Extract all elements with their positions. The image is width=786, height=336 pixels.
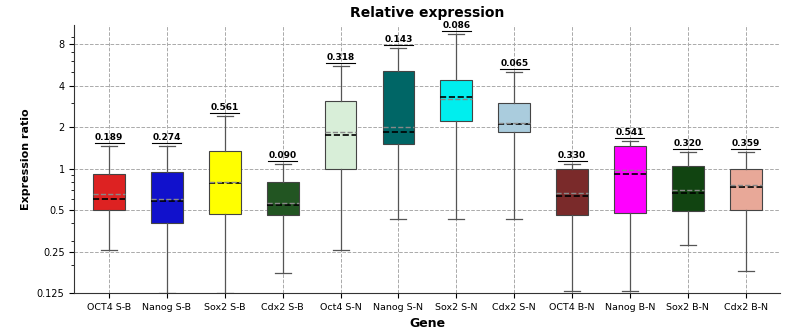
Text: 0.274: 0.274 <box>152 133 181 142</box>
X-axis label: Gene: Gene <box>410 318 446 330</box>
Text: 0.541: 0.541 <box>615 128 645 137</box>
Title: Relative expression: Relative expression <box>351 6 505 19</box>
PathPatch shape <box>93 174 125 210</box>
Text: 0.359: 0.359 <box>732 139 760 148</box>
PathPatch shape <box>266 182 299 215</box>
Text: 0.143: 0.143 <box>384 35 413 44</box>
PathPatch shape <box>556 169 588 215</box>
PathPatch shape <box>383 71 414 144</box>
PathPatch shape <box>498 103 530 132</box>
Text: 0.189: 0.189 <box>95 133 123 142</box>
Text: 0.318: 0.318 <box>326 53 354 62</box>
Text: 0.090: 0.090 <box>269 151 297 160</box>
Text: 0.330: 0.330 <box>558 151 586 160</box>
PathPatch shape <box>440 80 472 121</box>
PathPatch shape <box>209 151 241 214</box>
PathPatch shape <box>325 101 357 169</box>
PathPatch shape <box>614 146 646 213</box>
Y-axis label: Expression ratio: Expression ratio <box>21 108 31 210</box>
Text: 0.320: 0.320 <box>674 139 702 148</box>
Text: 0.561: 0.561 <box>211 103 239 112</box>
PathPatch shape <box>672 166 703 211</box>
Text: 0.086: 0.086 <box>443 20 470 30</box>
Text: 0.065: 0.065 <box>500 59 528 68</box>
PathPatch shape <box>729 169 762 210</box>
PathPatch shape <box>151 172 183 223</box>
